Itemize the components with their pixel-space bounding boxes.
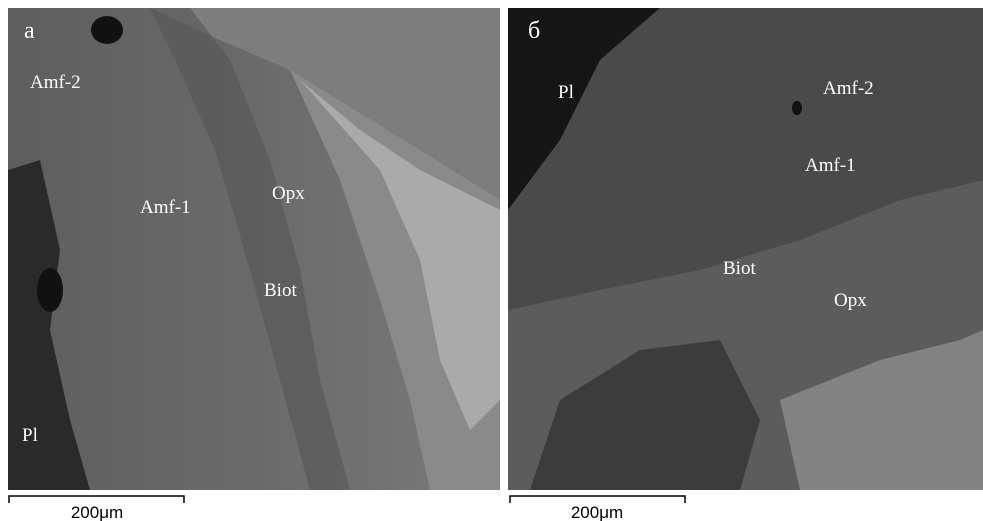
panel-letter: а (24, 18, 35, 44)
mineral-label: Amf-1 (805, 155, 856, 176)
mineral-label: Amf-1 (140, 197, 191, 218)
panel-a: а Amf-2 Amf-1 Opx Biot Pl (8, 8, 500, 490)
hole (37, 268, 63, 312)
scale-label: 200μm (571, 503, 623, 521)
panel-b: б Pl Amf-2 Amf-1 Biot Opx (508, 8, 983, 490)
mineral-label: Pl (558, 82, 574, 103)
hole (91, 16, 123, 44)
mineral-label: Biot (723, 258, 756, 279)
scale-bar (510, 496, 685, 503)
mineral-label: Biot (264, 280, 297, 301)
mineral-label: Amf-2 (823, 78, 874, 99)
scale-label: 200μm (71, 503, 123, 521)
panel-letter: б (528, 18, 540, 44)
hole (792, 101, 802, 115)
scale-bar (9, 496, 184, 503)
figure: а Amf-2 Amf-1 Opx Biot Pl б Pl Amf-2 Amf… (0, 0, 983, 521)
mineral-label: Opx (272, 183, 305, 204)
mineral-label: Pl (22, 425, 38, 446)
mineral-label: Amf-2 (30, 72, 81, 93)
mineral-label: Opx (834, 290, 867, 311)
